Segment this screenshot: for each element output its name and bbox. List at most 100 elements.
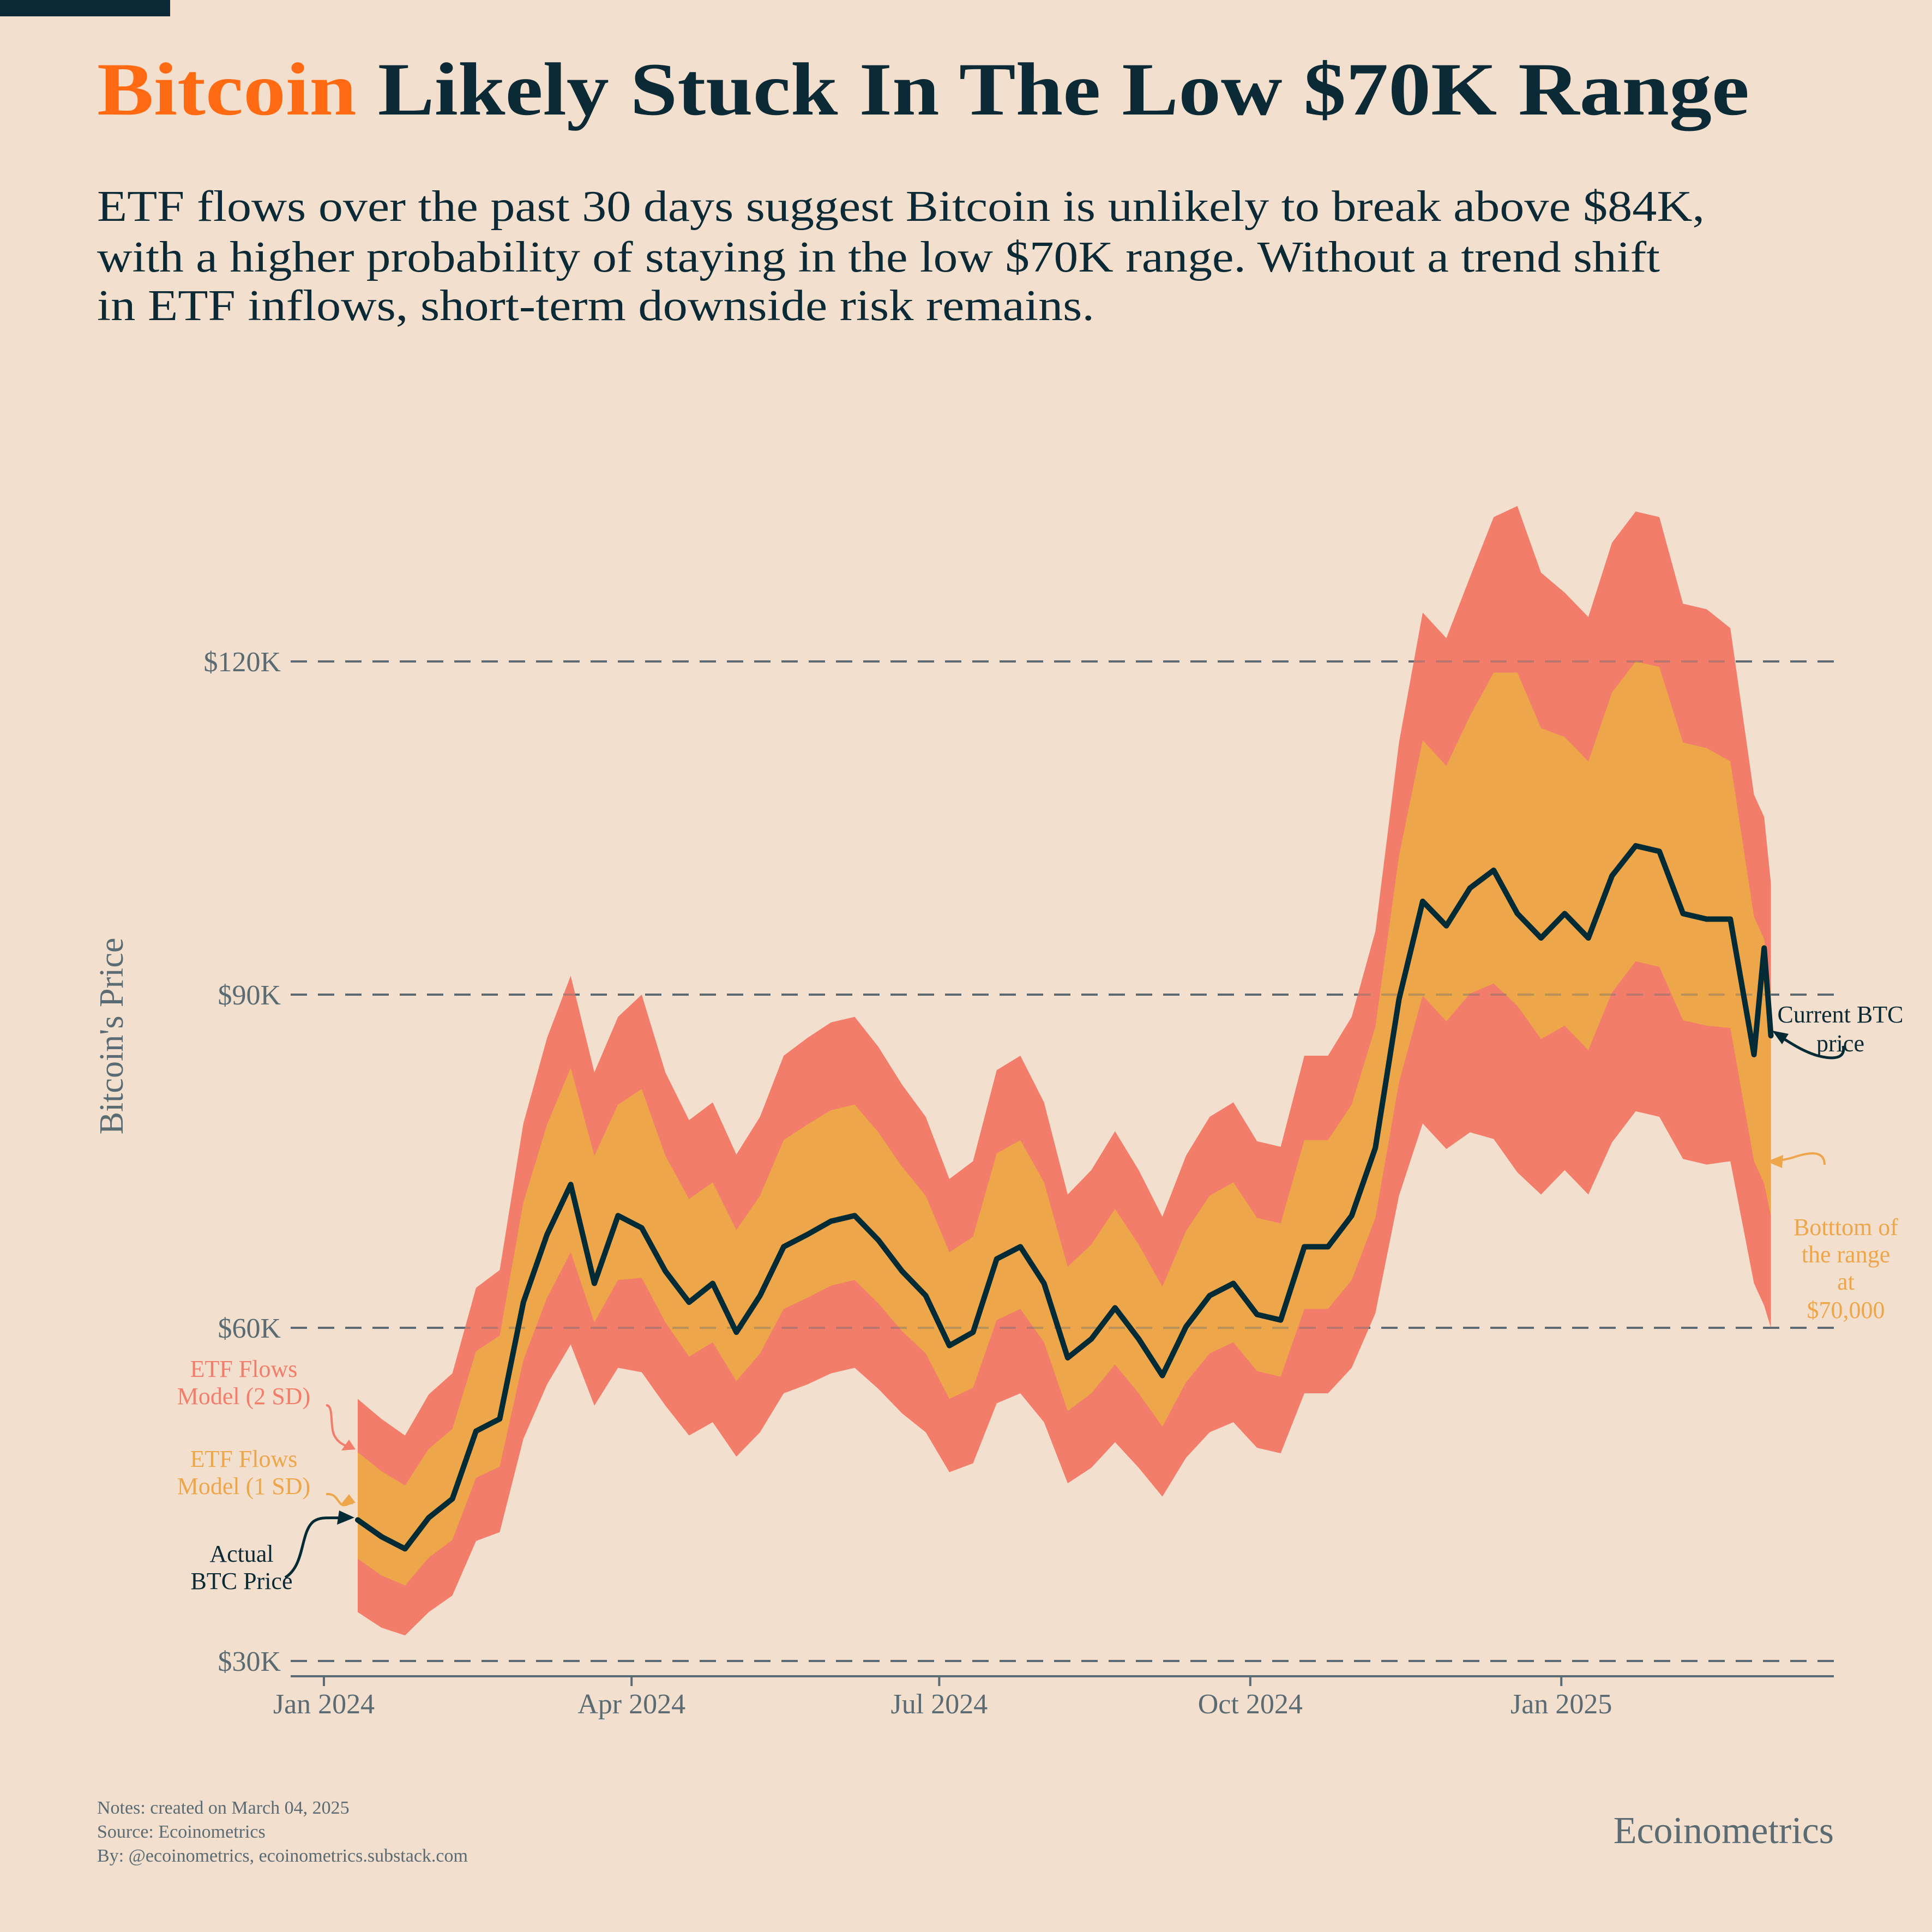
- price-point: [1610, 874, 1614, 878]
- price-point: [1468, 886, 1472, 890]
- arrowhead-current: [1772, 1031, 1789, 1044]
- y-tick-label: $120K: [203, 647, 281, 678]
- annotation-current-line-1: Current BTC: [1778, 1001, 1904, 1028]
- price-point: [1042, 1281, 1046, 1285]
- arrowhead-1sd: [341, 1494, 356, 1504]
- price-point: [805, 1232, 809, 1236]
- left-annotations: ETF Flows Model (2 SD) ETF Flows Model (…: [177, 1356, 356, 1594]
- annotation-1sd-line-2: Model (1 SD): [177, 1473, 310, 1500]
- arrowhead-bottom: [1767, 1155, 1783, 1168]
- y-tick-label: $30K: [218, 1646, 281, 1677]
- x-tick-label: Apr 2024: [577, 1689, 685, 1720]
- price-point: [1231, 1281, 1235, 1285]
- arrow-current: [1777, 1033, 1845, 1060]
- price-point: [616, 1214, 620, 1218]
- price-point: [1729, 917, 1732, 921]
- annotation-bottom-line-2: the range: [1802, 1241, 1890, 1268]
- price-point: [1326, 1245, 1330, 1249]
- price-point: [640, 1226, 643, 1230]
- price-point: [1350, 1214, 1353, 1218]
- annotation-current-line-2: price: [1816, 1030, 1864, 1057]
- price-point: [1634, 844, 1638, 848]
- price-series: [355, 843, 1774, 1552]
- price-point: [1539, 936, 1543, 940]
- x-axis: Jan 2024 Apr 2024 Jul 2024 Oct 2024 Jan 2025: [273, 1675, 1834, 1720]
- price-point: [1681, 912, 1685, 916]
- price-point: [711, 1281, 714, 1285]
- price-point: [356, 1518, 359, 1522]
- price-point: [1658, 850, 1661, 853]
- price-point: [1705, 917, 1708, 921]
- x-tick-label: Jul 2024: [891, 1689, 988, 1720]
- annotation-actual-line-1: Actual: [209, 1540, 273, 1567]
- x-tick-label: Oct 2024: [1198, 1689, 1303, 1720]
- price-point: [569, 1183, 573, 1187]
- price-point: [900, 1269, 904, 1273]
- arrowhead-2sd: [341, 1440, 356, 1450]
- price-point: [971, 1331, 975, 1334]
- price-point: [1303, 1245, 1306, 1249]
- price-point: [1445, 924, 1448, 928]
- price-point: [924, 1293, 928, 1297]
- price-point: [1160, 1374, 1164, 1377]
- price-point: [1090, 1337, 1093, 1341]
- price-point: [1184, 1325, 1188, 1328]
- y-axis-label: Bitcoin's Price: [93, 938, 130, 1135]
- price-line: [355, 843, 1774, 1552]
- price-point: [853, 1214, 857, 1218]
- price-point: [1752, 1052, 1756, 1056]
- title-rest: Likely Stuck In The Low $70K Range: [357, 47, 1749, 131]
- price-point: [876, 1238, 880, 1242]
- price-point: [1586, 936, 1590, 940]
- annotation-actual-line-2: BTC Price: [191, 1568, 293, 1594]
- price-point: [1374, 1146, 1377, 1150]
- price-point: [1066, 1356, 1069, 1359]
- annotation-2sd-line-2: Model (2 SD): [177, 1383, 310, 1410]
- brand-logo: Ecoinometrics: [1614, 1810, 1834, 1852]
- price-point: [1397, 997, 1401, 1001]
- right-annotations: Current BTC price Botttom of the range a…: [1767, 1001, 1903, 1323]
- footer-by: By: @ecoinometrics, ecoinometrics.substa…: [97, 1846, 468, 1866]
- price-point: [403, 1547, 407, 1551]
- footer-source: Source: Ecoinometrics: [97, 1822, 266, 1842]
- annotation-bottom-line-1: Botttom of: [1793, 1214, 1898, 1241]
- arrowhead-actual: [337, 1510, 354, 1525]
- x-tick-label: Jan 2025: [1510, 1689, 1612, 1720]
- price-point: [1113, 1306, 1117, 1310]
- band-1sd: [358, 661, 1771, 1586]
- annotation-1sd-line-1: ETF Flows: [190, 1446, 298, 1472]
- price-point: [1769, 1034, 1773, 1038]
- price-point: [1563, 912, 1567, 916]
- annotation-bottom-line-3: at: [1837, 1268, 1855, 1295]
- y-tick-labels: $30K $60K $90K $120K: [203, 647, 281, 1677]
- price-point: [498, 1417, 502, 1421]
- price-point: [1515, 912, 1519, 916]
- gridlines-overlay: [291, 660, 1834, 1662]
- price-point: [1019, 1245, 1022, 1249]
- y-tick-label: $60K: [218, 1313, 281, 1344]
- title-highlight: Bitcoin: [97, 47, 357, 131]
- price-point: [829, 1219, 833, 1223]
- price-point: [380, 1534, 383, 1538]
- price-point: [782, 1245, 786, 1249]
- annotation-bottom-line-4: $70,000: [1807, 1297, 1885, 1323]
- subtitle-line-2: with a higher probability of staying in …: [97, 233, 1660, 281]
- price-point: [995, 1257, 998, 1261]
- price-point: [1208, 1293, 1212, 1297]
- price-point: [664, 1269, 667, 1273]
- subtitle-line-1: ETF flows over the past 30 days suggest …: [97, 183, 1705, 231]
- model-bands: [358, 505, 1771, 1636]
- footer: Notes: created on March 04, 2025 Source:…: [97, 1798, 1834, 1866]
- price-point: [1255, 1313, 1259, 1316]
- top-accent-bar: [0, 0, 170, 16]
- subtitle-line-3: in ETF inflows, short-term downside risk…: [97, 282, 1094, 330]
- price-point: [545, 1232, 549, 1236]
- y-tick-label: $90K: [218, 980, 281, 1011]
- price-point: [1762, 946, 1766, 950]
- price-point: [735, 1331, 738, 1334]
- price-point: [593, 1281, 596, 1285]
- price-point: [450, 1497, 454, 1501]
- x-tick-label: Jan 2024: [273, 1689, 375, 1720]
- price-point: [1421, 899, 1424, 903]
